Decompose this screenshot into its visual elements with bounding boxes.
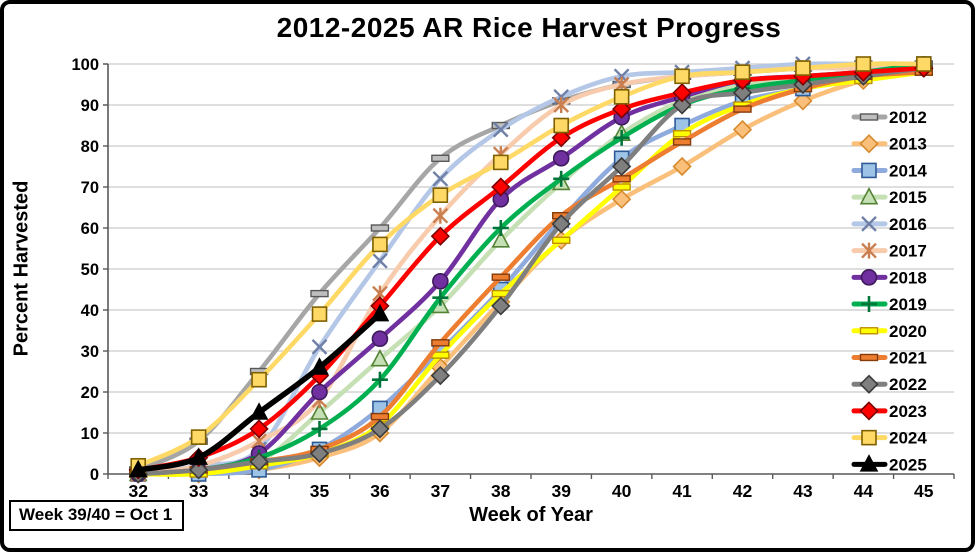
series-2021 bbox=[129, 68, 933, 478]
x-tick-label: 38 bbox=[491, 481, 511, 501]
y-tick-label: 20 bbox=[81, 384, 99, 402]
legend-item-2023: 2023 bbox=[851, 401, 927, 421]
legend-label-2016: 2016 bbox=[889, 215, 927, 234]
legend-item-2012: 2012 bbox=[851, 108, 927, 127]
note-text: Week 39/40 = Oct 1 bbox=[19, 505, 173, 524]
series-line-2023 bbox=[135, 65, 927, 473]
x-tick-label: 34 bbox=[249, 481, 269, 501]
legend-label-2017: 2017 bbox=[889, 242, 927, 261]
legend-label-2022: 2022 bbox=[889, 375, 927, 394]
x-tick-label: 45 bbox=[914, 481, 934, 501]
legend-item-2014: 2014 bbox=[851, 161, 927, 180]
y-tick-label: 30 bbox=[81, 343, 99, 361]
series-2023 bbox=[128, 58, 934, 480]
legend-label-2020: 2020 bbox=[889, 322, 927, 341]
legend-item-2016: 2016 bbox=[851, 215, 927, 234]
legend-item-2017: 2017 bbox=[851, 242, 927, 261]
legend-label-2012: 2012 bbox=[889, 108, 927, 127]
x-tick-label: 39 bbox=[551, 481, 571, 501]
legend-label-2015: 2015 bbox=[889, 188, 927, 207]
note-box: Week 39/40 = Oct 1 bbox=[9, 500, 185, 531]
x-axis-title: Week of Year bbox=[469, 504, 593, 526]
harvest-progress-plot: 0 10 20 30 40 50 60 70 80 90 100 32 33 34 35 36 37 38 39 40… bbox=[71, 56, 955, 501]
series-2025 bbox=[128, 303, 390, 478]
y-tick-label: 80 bbox=[81, 138, 99, 156]
legend-label-2019: 2019 bbox=[889, 295, 927, 314]
x-tick-label: 44 bbox=[854, 481, 874, 501]
legend-label-2025: 2025 bbox=[889, 455, 927, 474]
legend-item-2018: 2018 bbox=[851, 268, 927, 287]
x-tick-label: 35 bbox=[310, 481, 330, 501]
legend-label-2013: 2013 bbox=[889, 135, 927, 154]
y-tick-label: 100 bbox=[71, 56, 99, 74]
legend-item-2013: 2013 bbox=[851, 134, 927, 154]
series-2020 bbox=[129, 68, 933, 478]
legend-item-2022: 2022 bbox=[851, 374, 927, 394]
legend-item-2021: 2021 bbox=[851, 348, 927, 367]
x-tick-label: 33 bbox=[189, 481, 209, 501]
x-tick-label: 40 bbox=[612, 481, 632, 501]
x-tick-label: 42 bbox=[733, 481, 753, 501]
series-line-2019 bbox=[135, 61, 927, 477]
series-line-2022 bbox=[135, 65, 927, 477]
legend-label-2018: 2018 bbox=[889, 268, 927, 287]
x-tick-label: 43 bbox=[793, 481, 813, 501]
legend-label-2024: 2024 bbox=[889, 429, 927, 448]
legend-item-2015: 2015 bbox=[851, 186, 927, 207]
legend-label-2014: 2014 bbox=[889, 161, 927, 180]
x-tick-label: 41 bbox=[672, 481, 692, 501]
legend-item-2025: 2025 bbox=[851, 454, 927, 474]
y-tick-label: 10 bbox=[81, 425, 99, 443]
y-tick-label: 50 bbox=[81, 261, 99, 279]
y-tick-label: 60 bbox=[81, 220, 99, 238]
x-tick-label: 32 bbox=[128, 481, 148, 501]
x-tick-label: 37 bbox=[431, 481, 450, 501]
legend-item-2024: 2024 bbox=[851, 429, 927, 448]
x-tick-label: 36 bbox=[370, 481, 390, 501]
legend-label-2023: 2023 bbox=[889, 402, 927, 421]
legend-item-2019: 2019 bbox=[851, 295, 927, 314]
y-tick-label: 70 bbox=[81, 179, 99, 197]
y-tick-label: 40 bbox=[81, 302, 99, 320]
y-tick-label: 0 bbox=[90, 466, 99, 484]
legend-item-2020: 2020 bbox=[851, 322, 927, 341]
legend-label-2021: 2021 bbox=[889, 348, 927, 367]
y-tick-label: 90 bbox=[81, 97, 99, 115]
chart-title: 2012-2025 AR Rice Harvest Progress bbox=[276, 12, 782, 43]
